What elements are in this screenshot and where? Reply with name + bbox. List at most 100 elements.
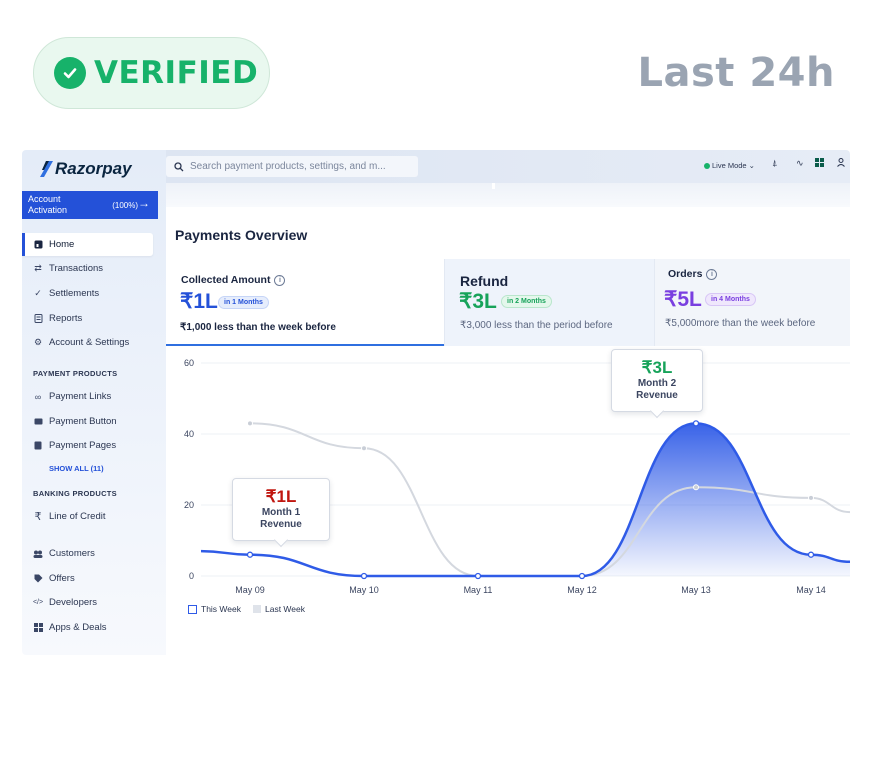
search-icon	[174, 161, 184, 172]
razorpay-logo-icon	[40, 161, 53, 177]
x-tick-label: May 10	[349, 585, 379, 595]
chart-legend: This Week Last Week	[188, 604, 305, 614]
sidebar-item-payment-links[interactable]: ∞ Payment Links	[34, 391, 112, 402]
point-this-week	[578, 572, 586, 580]
y-tick-label: 20	[184, 500, 194, 510]
sidebar-item-payment-pages[interactable]: Payment Pages	[22, 434, 153, 457]
point-last-week	[361, 445, 367, 452]
card-comparison: ₹5,000more than the week before	[665, 318, 816, 329]
live-mode-toggle[interactable]: Live Mode ⌄	[704, 161, 755, 170]
sidebar-item-offers[interactable]: Offers	[22, 567, 153, 590]
rupee-icon: ₹	[34, 511, 42, 523]
transactions-icon: ⇄	[34, 263, 42, 273]
x-tick-label: May 11	[464, 585, 493, 595]
tooltip-label-line1: Month 2	[637, 378, 677, 389]
link-icon: ∞	[34, 391, 42, 402]
x-tick-label: May 09	[235, 585, 265, 595]
info-icon: i	[274, 274, 286, 286]
x-tick-label: May 14	[796, 585, 826, 595]
card-value: ₹5L	[664, 288, 702, 311]
card-period-pill: in 1 Months	[218, 296, 269, 309]
sidebar-item-account-settings[interactable]: ⚙ Account & Settings	[33, 337, 130, 348]
show-all-link[interactable]: SHOW ALL (11)	[49, 464, 104, 473]
sidebar-item-transactions[interactable]: ⇄ Transactions	[34, 263, 104, 274]
series-area-this-week	[582, 423, 850, 576]
home-icon	[33, 240, 43, 250]
point-this-week	[360, 572, 368, 580]
sidebar-item-home[interactable]: Home	[22, 233, 153, 256]
point-last-week	[808, 494, 814, 501]
point-this-week	[246, 551, 254, 558]
tooltip-value: ₹3L	[641, 358, 673, 377]
dashboard-window: Razorpay Account Activation (100%) → Hom…	[22, 150, 850, 655]
card-period-pill: in 4 Months	[705, 293, 756, 306]
live-dot	[704, 162, 710, 169]
card-value: ₹3L	[459, 290, 497, 313]
collected-amount-card[interactable]: Collected Amount i ₹1L in 1 Months ₹1,000…	[166, 259, 444, 346]
sidebar-item-apps-deals[interactable]: Apps & Deals	[22, 616, 153, 639]
card-label: Orders i	[668, 268, 718, 280]
customers-icon	[33, 549, 43, 559]
apps-icon	[33, 623, 43, 633]
sidebar-item-settlements[interactable]: ✓ Settlements	[34, 288, 100, 299]
account-activation-banner[interactable]: Account Activation (100%) →	[22, 191, 158, 219]
card-comparison: ₹1,000 less than the week before	[180, 322, 336, 333]
top-bar: Search payment products, settings, and m…	[166, 150, 850, 183]
info-icon: i	[706, 268, 718, 280]
tooltip-label-line2: Revenue	[260, 519, 302, 530]
sub-header-strip	[166, 183, 850, 207]
tooltip-month-2: ₹3L Month 2 Revenue	[611, 349, 703, 412]
point-last-week	[247, 420, 253, 427]
tag-icon	[33, 574, 43, 584]
y-tick-label: 0	[189, 571, 194, 581]
point-this-week	[474, 572, 482, 580]
period-label: Last 24h	[637, 50, 835, 96]
x-tick-label: May 12	[567, 585, 597, 595]
activity-icon[interactable]: ∿	[796, 158, 804, 168]
orders-card[interactable]: Orders i ₹5L in 4 Months ₹5,000more than …	[654, 259, 850, 346]
point-this-week	[807, 551, 815, 558]
legend-swatch-last-week	[253, 605, 261, 613]
card-label: Collected Amount i	[181, 274, 286, 286]
gear-icon: ⚙	[33, 337, 43, 347]
banking-products-heading: BANKING PRODUCTS	[33, 489, 117, 498]
code-icon: </>	[32, 599, 44, 606]
tooltip-label-line2: Revenue	[636, 390, 678, 401]
legend-this-week: This Week	[201, 604, 241, 614]
card-period-pill: in 2 Months	[501, 295, 552, 308]
verified-badge: VERIFIED	[33, 37, 270, 109]
search-placeholder: Search payment products, settings, and m…	[190, 161, 386, 172]
sidebar-item-payment-button[interactable]: Payment Button	[22, 410, 153, 433]
series-line-this-week	[200, 422, 850, 578]
sidebar-item-line-of-credit[interactable]: ₹ Line of Credit	[34, 511, 106, 523]
razorpay-logo[interactable]: Razorpay	[40, 159, 132, 179]
sidebar-item-developers[interactable]: </> Developers	[32, 597, 98, 608]
reports-icon	[33, 314, 43, 324]
x-tick-label: May 13	[681, 585, 711, 595]
announcement-icon[interactable]: ⍋	[772, 158, 778, 168]
legend-swatch-this-week	[188, 604, 197, 614]
activation-percent: (100%)	[112, 201, 138, 210]
arrow-right-icon: →	[138, 196, 150, 210]
point-last-week	[693, 484, 699, 491]
tooltip-month-1: ₹1L Month 1 Revenue	[232, 478, 330, 541]
card-comparison: ₹3,000 less than the period before	[460, 320, 613, 331]
check-icon	[54, 57, 86, 89]
activation-label: Account Activation	[28, 194, 68, 215]
refund-card[interactable]: Refund ₹3L in 2 Months ₹3,000 less than …	[444, 259, 654, 346]
button-icon	[33, 417, 43, 427]
card-value: ₹1L	[180, 290, 218, 313]
y-tick-label: 40	[184, 429, 194, 439]
settlements-icon: ✓	[34, 288, 42, 298]
grid-icon[interactable]	[815, 158, 824, 169]
sidebar-item-customers[interactable]: Customers	[22, 542, 153, 565]
page-title: Payments Overview	[175, 227, 308, 243]
user-icon[interactable]	[837, 158, 845, 169]
tooltip-label-line1: Month 1	[261, 507, 301, 518]
sidebar-item-reports[interactable]: Reports	[22, 307, 153, 330]
verified-label: VERIFIED	[94, 55, 259, 91]
chevron-down-icon: ⌄	[748, 161, 755, 170]
point-this-week	[692, 420, 700, 427]
search-input[interactable]: Search payment products, settings, and m…	[166, 156, 418, 177]
sidebar: Razorpay Account Activation (100%) → Hom…	[22, 150, 166, 655]
